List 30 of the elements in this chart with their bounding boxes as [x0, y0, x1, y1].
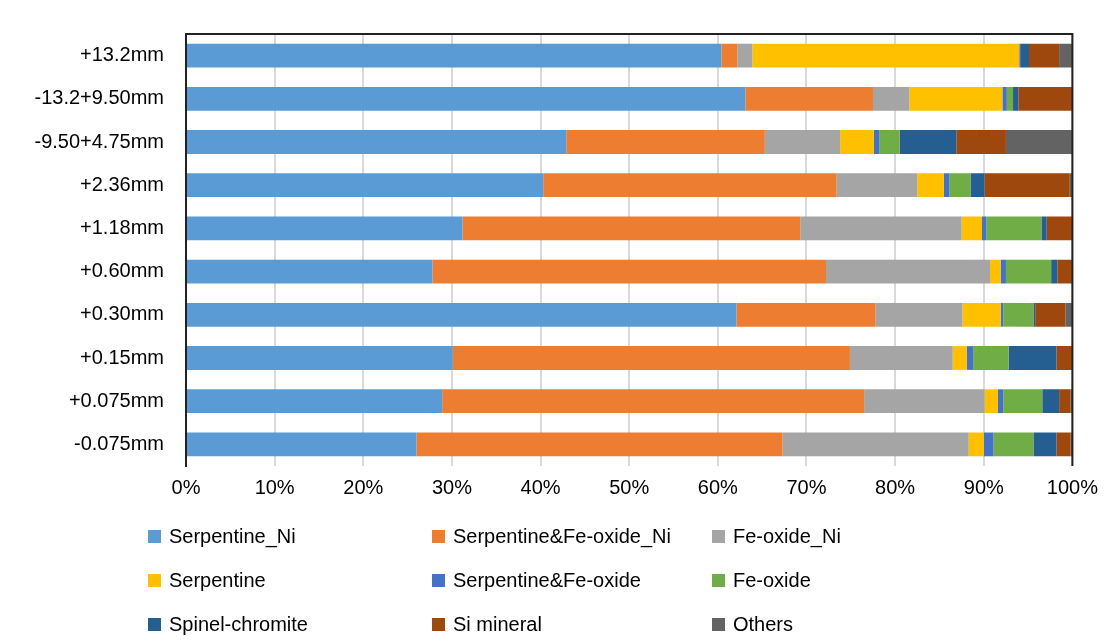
legend-label: Serpentine&Fe-oxide_Ni — [453, 524, 671, 548]
x-tick-label: 60% — [697, 475, 739, 498]
legend-label: Others — [733, 612, 794, 636]
x-tick-label: 30% — [431, 475, 473, 498]
y-tick-label: +0.30mm — [80, 302, 164, 325]
x-tick-label: 10% — [254, 475, 295, 498]
x-tick-label: 90% — [963, 475, 1005, 498]
x-tick-label: 50% — [609, 475, 650, 498]
x-tick-label: 20% — [343, 475, 384, 498]
y-tick-label: +0.15mm — [80, 345, 164, 368]
x-tick-label: 40% — [520, 475, 561, 498]
legend-label: Serpentine&Fe-oxide — [453, 568, 641, 592]
y-tick-label: -13.2+9.50mm — [34, 86, 164, 109]
y-tick-label: +0.60mm — [80, 259, 164, 282]
y-tick-label: +0.075mm — [68, 388, 164, 411]
x-tick-label: 100% — [1046, 475, 1099, 498]
x-tick-label: 80% — [875, 475, 916, 498]
y-tick-label: +13.2mm — [80, 43, 164, 66]
y-tick-label: +1.18mm — [80, 215, 164, 238]
legend-label: Fe-oxide — [733, 568, 811, 592]
legend-label: Serpentine — [169, 568, 266, 592]
y-tick-label: +2.36mm — [80, 172, 164, 195]
x-tick-label: 0% — [171, 475, 201, 498]
legend-label: Spinel-chromite — [169, 612, 308, 636]
legend-label: Serpentine_Ni — [169, 524, 296, 548]
y-tick-label: -9.50+4.75mm — [34, 129, 164, 152]
x-tick-label: 70% — [786, 475, 827, 498]
legend-label: Fe-oxide_Ni — [733, 524, 841, 548]
y-tick-label: -0.075mm — [73, 431, 164, 454]
legend-label: Si mineral — [453, 612, 542, 636]
